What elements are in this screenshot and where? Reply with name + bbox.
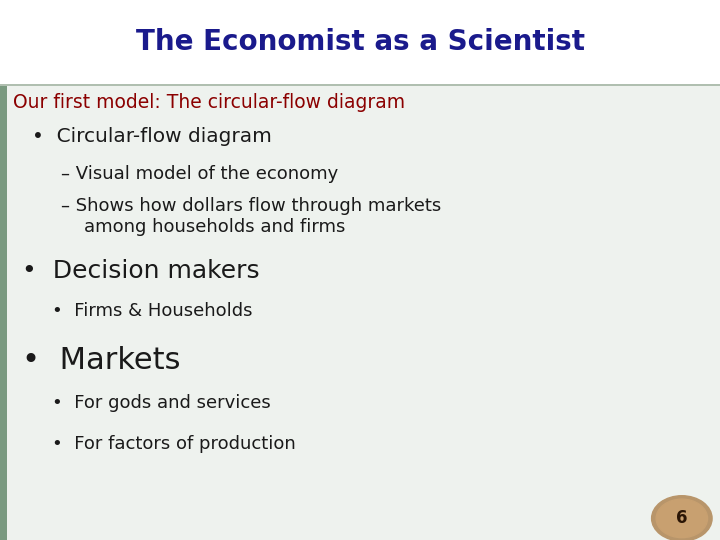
- Text: •  For gods and services: • For gods and services: [52, 394, 271, 412]
- Bar: [0, 84, 7, 540]
- Text: •  Decision makers: • Decision makers: [22, 259, 259, 283]
- Text: – Shows how dollars flow through markets
    among households and firms: – Shows how dollars flow through markets…: [61, 197, 441, 236]
- Text: The Economist as a Scientist: The Economist as a Scientist: [135, 28, 585, 56]
- Bar: [0, 84, 720, 540]
- Text: •  Markets: • Markets: [22, 346, 180, 375]
- Text: Our first model: The circular-flow diagram: Our first model: The circular-flow diagr…: [13, 93, 405, 112]
- Circle shape: [652, 496, 712, 540]
- Bar: [0, 84, 720, 86]
- Bar: [0, 0, 720, 84]
- Circle shape: [656, 499, 708, 538]
- Text: •  Firms & Households: • Firms & Households: [52, 302, 252, 320]
- Text: – Visual model of the economy: – Visual model of the economy: [61, 165, 338, 183]
- Text: •  For factors of production: • For factors of production: [52, 435, 296, 453]
- Text: •  Circular-flow diagram: • Circular-flow diagram: [32, 127, 272, 146]
- Text: 6: 6: [676, 509, 688, 528]
